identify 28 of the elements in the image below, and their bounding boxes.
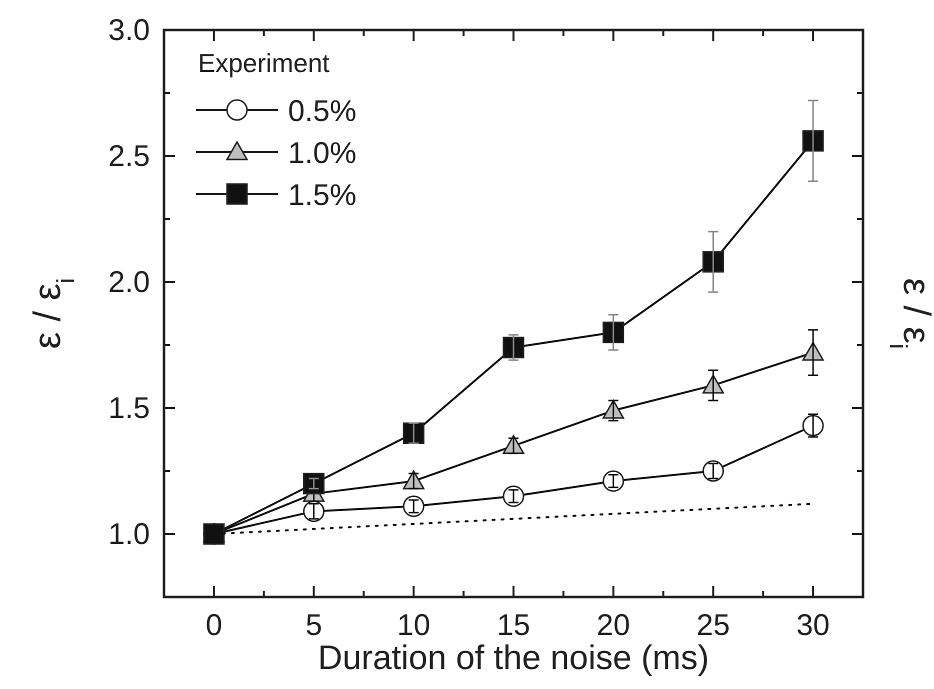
x-axis-title: Duration of the noise (ms) xyxy=(318,639,710,677)
y-tick-label: 2.0 xyxy=(108,266,150,299)
point xyxy=(502,336,524,358)
legend-label: 1.0% xyxy=(288,137,356,170)
x-tick-label: 5 xyxy=(305,609,322,642)
y-tick-label: 1.0 xyxy=(108,518,150,551)
point xyxy=(802,414,824,436)
legend-label: 0.5% xyxy=(288,95,356,128)
point xyxy=(402,496,424,518)
point xyxy=(502,485,524,507)
legend-title: Experiment xyxy=(198,48,330,78)
point xyxy=(602,470,624,492)
y-tick-label: 1.5 xyxy=(108,392,150,425)
x-tick-label: 15 xyxy=(496,609,530,642)
x-tick-label: 10 xyxy=(396,609,430,642)
point xyxy=(303,500,325,522)
point xyxy=(702,460,724,482)
point xyxy=(303,472,325,494)
x-tick-label: 25 xyxy=(696,609,730,642)
x-tick-label: 30 xyxy=(796,609,830,642)
point xyxy=(802,130,824,152)
x-tick-label: 0 xyxy=(206,609,222,642)
point xyxy=(602,322,624,344)
legend-label: 1.5% xyxy=(288,179,356,212)
y-tick-label: 3.0 xyxy=(108,14,150,47)
point xyxy=(702,251,724,273)
x-tick-label: 20 xyxy=(596,609,630,642)
y-tick-label: 2.5 xyxy=(108,140,150,173)
